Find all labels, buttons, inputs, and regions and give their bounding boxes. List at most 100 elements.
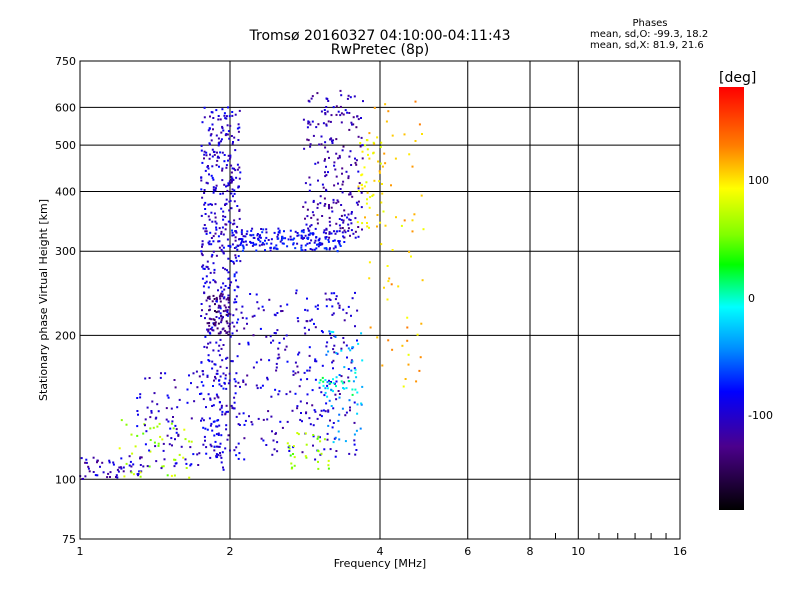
data-point [261, 305, 264, 308]
data-point [289, 454, 292, 457]
data-point [223, 114, 226, 117]
data-point [235, 230, 237, 233]
data-point [235, 372, 238, 375]
data-point [231, 177, 234, 180]
data-point [225, 387, 228, 390]
data-point [248, 415, 250, 418]
data-point [82, 477, 84, 480]
data-point [230, 164, 233, 167]
data-point [189, 464, 192, 467]
data-point [306, 208, 309, 211]
data-point [185, 467, 188, 469]
data-point [216, 156, 219, 159]
data-point [230, 135, 233, 137]
data-point [207, 165, 209, 167]
data-point [219, 297, 222, 300]
data-point [351, 297, 354, 300]
data-point [266, 418, 269, 421]
data-point [206, 328, 209, 331]
data-point [201, 277, 204, 280]
data-point [384, 103, 387, 106]
data-point [378, 180, 381, 183]
data-point [101, 461, 104, 464]
data-point [346, 97, 349, 100]
data-point [303, 237, 306, 239]
data-point [107, 472, 110, 475]
data-point [206, 266, 209, 269]
data-point [84, 475, 87, 478]
data-point [360, 332, 363, 335]
data-point [365, 202, 368, 205]
data-point [410, 255, 412, 258]
data-point [236, 248, 239, 251]
data-point [218, 354, 221, 357]
data-point [235, 271, 238, 274]
data-point [203, 224, 206, 226]
data-point [212, 235, 215, 238]
data-point [215, 228, 218, 231]
data-point [292, 373, 295, 376]
data-point [235, 301, 238, 304]
data-point [280, 239, 283, 242]
data-point [137, 473, 140, 475]
data-point [85, 458, 88, 461]
data-point [225, 331, 228, 334]
data-point [116, 476, 119, 479]
data-point [299, 418, 302, 421]
data-point [327, 409, 330, 412]
data-point [312, 232, 315, 235]
data-point [311, 120, 314, 123]
data-point [324, 158, 326, 161]
data-point [214, 188, 217, 191]
data-point [218, 156, 220, 159]
data-point [309, 183, 312, 186]
y-tick-label: 200 [55, 329, 76, 342]
data-point [244, 235, 247, 238]
data-point [227, 154, 230, 157]
data-point [206, 260, 209, 263]
data-point [201, 265, 204, 268]
data-point [283, 230, 285, 233]
data-point [211, 176, 214, 179]
data-point [304, 332, 307, 335]
chart-subtitle: RwPretec (8p) [330, 42, 430, 58]
data-point [350, 229, 353, 232]
data-point [136, 425, 139, 428]
data-point [173, 474, 176, 477]
data-point [334, 246, 337, 249]
data-point [300, 230, 303, 233]
data-point [326, 381, 329, 384]
data-point [251, 227, 254, 230]
data-point [217, 137, 220, 140]
x-tick-label: 8 [527, 545, 534, 558]
data-point [338, 218, 341, 220]
data-point [378, 170, 381, 173]
data-point [328, 231, 331, 234]
data-point [384, 224, 387, 227]
data-point [391, 249, 394, 251]
data-point [338, 413, 341, 416]
data-point [205, 446, 208, 449]
data-point [213, 150, 216, 153]
data-point [297, 433, 300, 436]
data-point [227, 297, 230, 300]
data-point [159, 376, 162, 379]
data-point [205, 265, 208, 268]
data-point [233, 222, 236, 225]
data-point [333, 164, 336, 167]
data-point [359, 145, 362, 148]
data-point [162, 442, 165, 445]
data-point [276, 450, 279, 453]
data-point [314, 358, 317, 361]
data-point [201, 245, 203, 248]
data-point [348, 218, 351, 221]
data-point [163, 458, 166, 461]
data-point [210, 318, 213, 321]
data-point [300, 249, 303, 251]
data-point [262, 418, 265, 421]
data-point [219, 151, 222, 154]
data-point [346, 216, 349, 219]
data-point [205, 406, 207, 409]
data-point [357, 187, 360, 190]
data-point [304, 432, 307, 435]
